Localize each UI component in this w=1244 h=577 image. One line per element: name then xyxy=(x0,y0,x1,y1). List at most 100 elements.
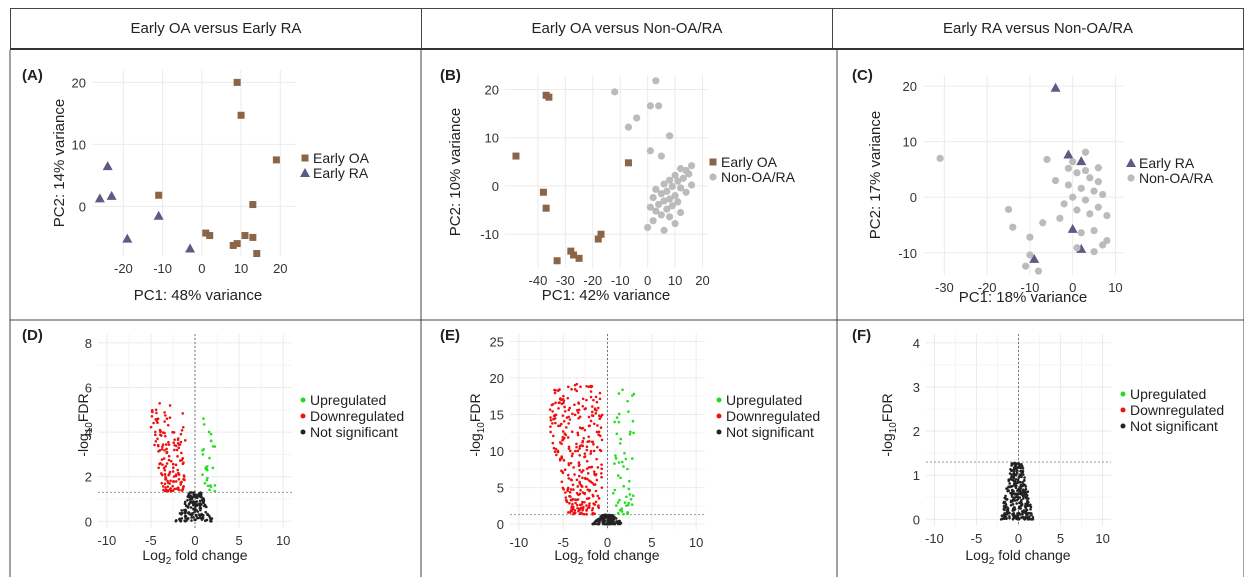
panel-f-point-ns xyxy=(1011,507,1015,511)
panel-d-point-down xyxy=(164,465,168,468)
panel-b-point-early-oa xyxy=(542,204,550,212)
panel-d-legend-label: Downregulated xyxy=(310,408,404,424)
panel-c-y-tick-label: -10 xyxy=(898,246,917,261)
panel-e-point-down xyxy=(557,407,560,410)
panel-e-x-axis-title: Log2 fold change xyxy=(554,547,659,567)
panel-e-point-down xyxy=(566,473,570,477)
panel-e-x-tick-label: 0 xyxy=(604,535,611,550)
panel-e-point-down xyxy=(569,488,573,491)
panel-b-point-non-oa-ra xyxy=(646,203,654,211)
panel-d-point-down xyxy=(150,414,154,418)
panel-e-point-down xyxy=(595,478,599,482)
panel-c-point-non-oa-ra xyxy=(1081,166,1090,175)
panel-f-point-ns xyxy=(1010,462,1014,465)
panel-e-point-down xyxy=(554,447,558,451)
panel-d-point-down xyxy=(181,425,185,429)
panel-e-point-down xyxy=(551,422,554,425)
panel-e-point-ns xyxy=(597,517,601,521)
panel-e-point-down xyxy=(551,441,555,445)
panel-b-point-non-oa-ra xyxy=(665,132,674,140)
panel-b-point-non-oa-ra xyxy=(660,197,668,205)
panel-e-point-ns xyxy=(610,518,614,522)
panel-f-point-ns xyxy=(1024,510,1027,513)
panel-d-point-down xyxy=(171,484,175,488)
panel-f-point-ns xyxy=(1019,484,1023,487)
panel-e-point-up xyxy=(617,511,620,515)
panel-c-point-non-oa-ra xyxy=(1103,236,1111,245)
panel-d-point-down xyxy=(179,432,183,436)
panel-e-point-down xyxy=(583,455,586,459)
panel-d-point-ns xyxy=(183,519,186,523)
panel-e-point-down xyxy=(575,442,578,446)
panel-c-point-non-oa-ra xyxy=(1039,219,1047,227)
panel-c-point-non-oa-ra xyxy=(1077,229,1085,237)
panel-c-point-non-oa-ra xyxy=(1081,148,1090,156)
panel-c-y-tick-label: 20 xyxy=(903,79,917,94)
panel-a-x-tick-label: 0 xyxy=(198,261,205,276)
panel-b-point-non-oa-ra xyxy=(611,88,619,96)
panel-c-point-non-oa-ra xyxy=(1094,178,1102,186)
panel-e-point-up xyxy=(617,461,621,464)
panel-f-point-ns xyxy=(1028,515,1031,518)
panel-f-point-ns xyxy=(1009,503,1013,507)
panel-c-point-non-oa-ra xyxy=(1069,193,1077,201)
panel-f-point-ns xyxy=(1029,507,1032,511)
panel-e-point-down xyxy=(593,512,596,515)
column-header-1: Early OA versus Early RA xyxy=(10,9,421,48)
panel-f-point-ns xyxy=(1006,508,1010,512)
panel-d-point-down xyxy=(161,463,164,466)
panel-d-point-down xyxy=(166,481,170,485)
panel-e-point-down xyxy=(597,430,601,434)
panel-d-point-down xyxy=(151,410,154,414)
panel-c-point-non-oa-ra xyxy=(1099,241,1107,249)
panel-e-point-ns xyxy=(613,522,617,525)
panel-b-legend-label: Non-OA/RA xyxy=(721,169,796,185)
panel-e-point-up xyxy=(624,457,628,461)
panel-e-point-up xyxy=(623,451,626,455)
panel-d-point-down xyxy=(178,443,182,446)
panel-d-point-ns xyxy=(190,519,193,522)
panel-d-point-ns xyxy=(178,512,182,515)
panel-e-point-down xyxy=(598,448,602,452)
panel-d-point-down xyxy=(174,463,178,467)
panel-b-point-early-oa xyxy=(539,188,547,196)
panel-b-point-non-oa-ra xyxy=(676,165,685,173)
panel-e-point-down xyxy=(585,398,588,402)
panel-e-point-down xyxy=(573,511,577,515)
panel-f-point-ns xyxy=(1009,491,1012,495)
panel-f-point-ns xyxy=(1011,503,1015,506)
panel-d-point-down xyxy=(174,473,178,476)
panel-e-point-down xyxy=(589,395,593,399)
panel-b-point-non-oa-ra xyxy=(676,184,685,192)
panel-e-point-ns xyxy=(612,516,616,520)
panel-d-point-ns xyxy=(180,509,183,512)
panel-e-point-down xyxy=(581,426,585,430)
panel-e-point-up xyxy=(619,437,623,441)
panel-c-point-non-oa-ra xyxy=(1004,205,1013,214)
panel-f-point-ns xyxy=(1020,502,1024,506)
panel-d-point-down xyxy=(180,480,183,484)
panel-f-point-ns xyxy=(1012,471,1016,475)
panel-f-point-ns xyxy=(1025,493,1029,497)
panel-d-point-down xyxy=(161,443,165,446)
panel-e-point-down xyxy=(593,503,597,506)
panel-f-point-ns xyxy=(1017,476,1021,479)
panel-d-point-ns xyxy=(187,502,191,506)
panel-a-point-early-oa xyxy=(237,111,245,119)
panel-c-point-non-oa-ra xyxy=(1090,248,1098,256)
panel-f-x-tick-label: -5 xyxy=(971,531,983,546)
panel-b-point-non-oa-ra xyxy=(646,147,654,155)
panel-d-point-down xyxy=(161,485,165,488)
panel-d-point-down xyxy=(160,448,164,451)
panel-b-point-early-oa xyxy=(594,235,602,243)
panel-e-point-down xyxy=(570,478,573,482)
panel-d-point-up xyxy=(201,453,205,456)
panel-e-point-down xyxy=(593,483,597,486)
panel-e-point-up xyxy=(622,512,625,516)
panel-d-point-up xyxy=(203,481,207,485)
panel-d-point-down xyxy=(180,451,183,455)
panel-e-point-up xyxy=(620,460,624,464)
panel-a-point-early-ra xyxy=(185,243,196,253)
panel-e-point-up xyxy=(617,412,621,416)
panel-c-point-non-oa-ra xyxy=(1026,251,1034,259)
